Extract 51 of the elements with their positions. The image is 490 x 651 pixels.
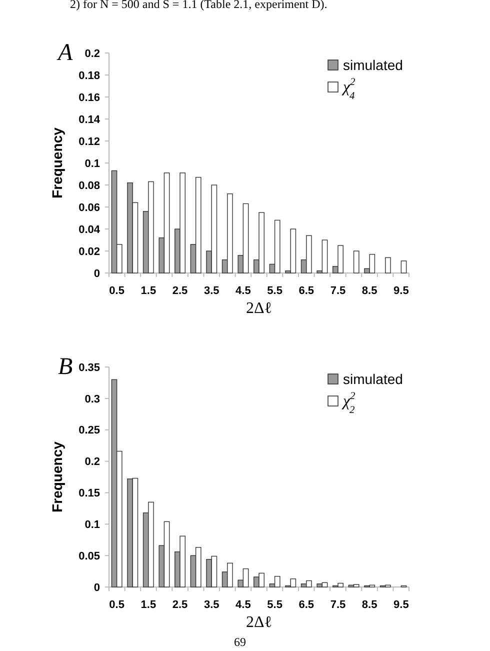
text: 69 (234, 635, 246, 649)
x-tick-label: 5.5 (267, 285, 282, 297)
y-tick-label: 0.12 (78, 136, 100, 148)
y-tick-label: 0.05 (78, 550, 100, 562)
y-tick-label: 0.3 (84, 393, 100, 406)
x-tick-label: 9.5 (394, 285, 409, 297)
x-tick-label: 0.5 (109, 285, 124, 297)
y-tick-label: 0.02 (78, 246, 100, 258)
y-tick-label: 0.2 (84, 456, 100, 468)
x-tick-label: 4.5 (236, 285, 251, 297)
chart-title: A (56, 40, 73, 66)
y-tick-label: 0.35 (78, 362, 100, 374)
y-tick-label: 0.1 (84, 518, 100, 531)
x-tick-label: 3.5 (204, 285, 220, 297)
x-tick-label: 2.5 (172, 285, 188, 297)
x-axis-title: 2Δℓ (246, 300, 272, 317)
y-tick-label: 0.2 (84, 48, 100, 60)
x-tick-label: 4.5 (236, 599, 251, 611)
y-axis-title: Frequency (49, 441, 65, 512)
y-tick-label: 0.04 (78, 224, 101, 236)
y-tick-label: 0.18 (78, 70, 100, 82)
legend-label: simulated (343, 371, 403, 387)
x-tick-label: 7.5 (330, 285, 346, 297)
x-tick-label: 7.5 (330, 599, 346, 611)
legend-label: simulated (343, 57, 403, 73)
y-tick-label: 0.25 (78, 424, 100, 437)
y-tick-label: 0.1 (84, 158, 100, 170)
x-tick-label: 5.5 (267, 599, 282, 611)
x-tick-label: 9.5 (394, 599, 409, 611)
y-tick-label: 0.15 (78, 488, 100, 500)
x-tick-label: 8.5 (362, 285, 378, 297)
x-tick-label: 6.5 (298, 599, 314, 611)
y-tick-label: 0.06 (78, 202, 100, 214)
y-axis-title: Frequency (49, 127, 65, 198)
x-tick-label: 1.5 (140, 599, 156, 611)
y-tick-label: 0.08 (78, 180, 100, 192)
x-tick-label: 0.5 (109, 599, 124, 611)
y-tick-label: 0.14 (78, 114, 101, 126)
x-tick-label: 3.5 (204, 599, 220, 611)
x-tick-label: 2.5 (172, 599, 188, 611)
chart-title: B (58, 354, 73, 380)
y-tick-label: 0 (94, 268, 100, 280)
y-tick-label: 0.16 (78, 92, 100, 104)
bar (353, 250, 360, 274)
bar (400, 260, 407, 274)
x-tick-label: 1.5 (140, 285, 156, 297)
x-tick-label: 6.5 (298, 285, 314, 297)
x-tick-label: 8.5 (362, 599, 378, 611)
y-tick-label: 0 (94, 582, 100, 594)
bar (385, 257, 391, 274)
x-axis-title: 2Δℓ (246, 614, 272, 631)
